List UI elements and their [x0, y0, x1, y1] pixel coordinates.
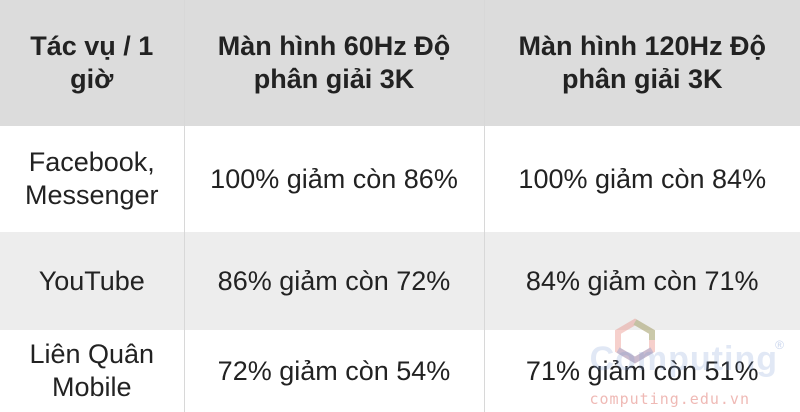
value-120hz-cell: 84% giảm còn 71% [525, 265, 759, 296]
table-row: Facebook, Messenger 100% giảm còn 86% 10… [0, 126, 800, 232]
value-120hz-cell: 100% giảm còn 84% [518, 163, 767, 194]
value-60hz-cell: 72% giảm còn 54% [184, 330, 485, 412]
table-row: YouTube 86% giảm còn 72% 84% giảm còn 71… [0, 232, 800, 330]
header-row: Tác vụ / 1 giờ Màn hình 60Hz Độ phân giả… [0, 0, 800, 126]
task-cell: Facebook, Messenger [0, 126, 185, 232]
task-cell: YouTube [0, 232, 185, 330]
header-task: Tác vụ / 1 giờ [0, 0, 185, 126]
header-120hz: Màn hình 120Hz Độ phân giải 3K [518, 31, 767, 94]
task-cell: Liên Quân Mobile [0, 330, 185, 412]
value-60hz-cell: 86% giảm còn 72% [184, 232, 485, 330]
header-60hz: Màn hình 60Hz Độ phân giải 3K [184, 0, 485, 126]
value-60hz-cell: 100% giảm còn 86% [184, 126, 485, 232]
table-row: Liên Quân Mobile 72% giảm còn 54% 71% gi… [0, 330, 800, 412]
value-120hz-cell: 71% giảm còn 51% [525, 355, 759, 386]
